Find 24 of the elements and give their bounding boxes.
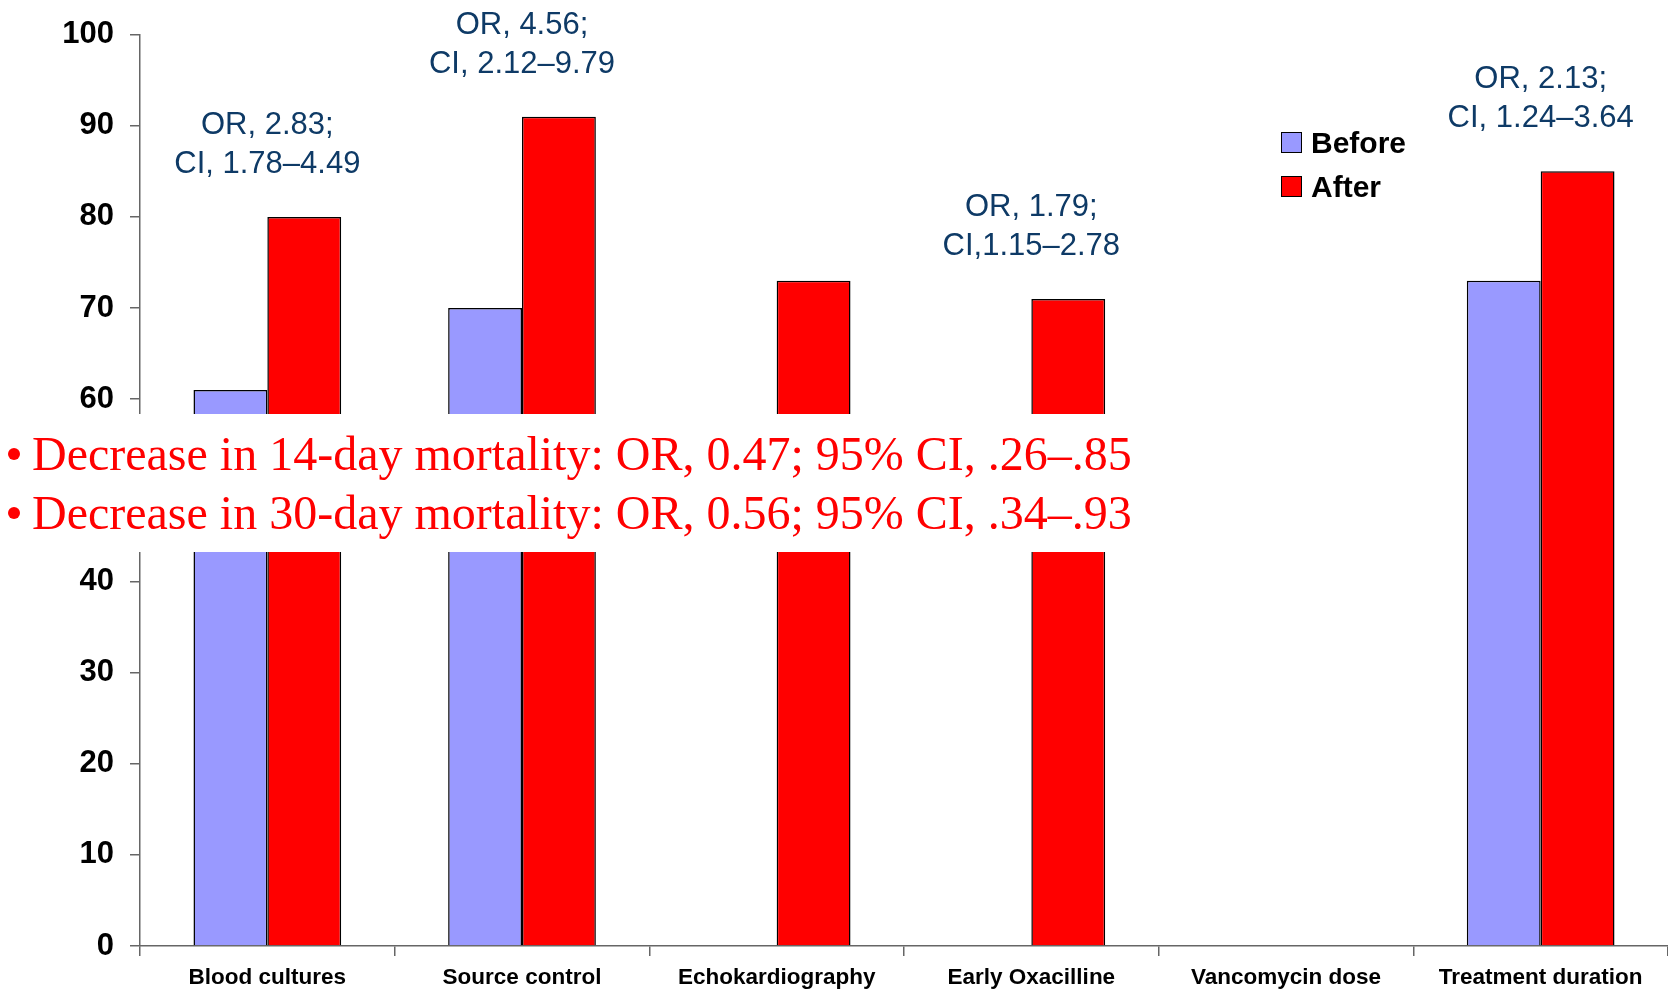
y-tick-label: 60	[79, 379, 114, 415]
annotation: Decrease in 14-day mortality: OR, 0.47; 95% CI, .26–.85	[32, 426, 1132, 481]
x-tick-label: Blood cultures	[188, 963, 347, 989]
annotation: OR, 1.79; CI,1.15–2.78	[942, 187, 1121, 262]
annotation: OR, 2.83; CI, 1.78–4.49	[174, 105, 361, 180]
y-tick-label: 90	[79, 106, 114, 142]
legend-label: After	[1311, 169, 1382, 204]
y-tick-label: 40	[79, 561, 114, 597]
y-tick-label: 10	[79, 835, 114, 871]
x-tick-label: Early Oxacilline	[947, 963, 1116, 989]
y-tick-label: 30	[79, 653, 114, 689]
x-tick-label: Treatment duration	[1438, 963, 1643, 989]
x-tick-label: Vancomycin dose	[1190, 963, 1382, 989]
x-tick-label: Echokardiography	[677, 963, 876, 989]
annotation: OR, 2.13; CI, 1.24–3.64	[1447, 60, 1634, 135]
y-tick-label: 70	[79, 288, 114, 324]
annotation: OR, 4.56; CI, 2.12–9.79	[428, 5, 616, 80]
x-tick-label: Source control	[442, 963, 602, 989]
y-tick-label: 20	[79, 744, 114, 780]
y-tick-label: 80	[79, 197, 114, 233]
annotation: Decrease in 30-day mortality: OR, 0.56; 95% CI, .34–.93	[32, 485, 1132, 540]
legend-label: Before	[1311, 125, 1407, 160]
y-tick-label: 100	[62, 15, 114, 51]
y-tick-label: 0	[96, 926, 114, 962]
